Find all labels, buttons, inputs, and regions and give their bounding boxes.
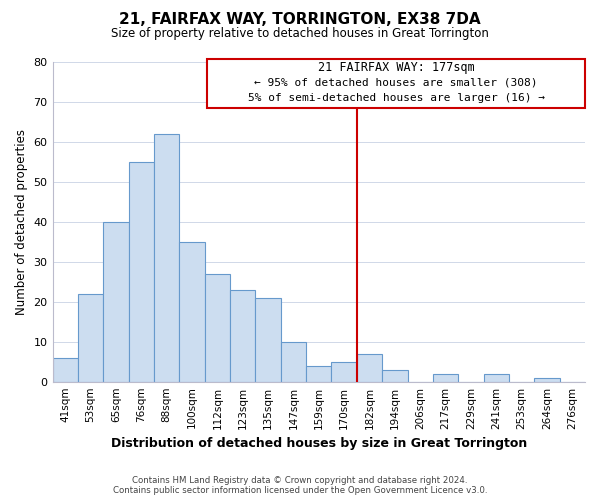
Text: Contains HM Land Registry data © Crown copyright and database right 2024.
Contai: Contains HM Land Registry data © Crown c… — [113, 476, 487, 495]
Bar — [205, 274, 230, 382]
Bar — [357, 354, 382, 382]
Y-axis label: Number of detached properties: Number of detached properties — [15, 128, 28, 314]
Bar — [128, 162, 154, 382]
Bar — [382, 370, 407, 382]
Bar — [306, 366, 331, 382]
Bar — [256, 298, 281, 382]
Text: Size of property relative to detached houses in Great Torrington: Size of property relative to detached ho… — [111, 28, 489, 40]
Text: ← 95% of detached houses are smaller (308): ← 95% of detached houses are smaller (30… — [254, 78, 538, 88]
Bar — [53, 358, 78, 382]
Bar — [484, 374, 509, 382]
Bar — [103, 222, 128, 382]
X-axis label: Distribution of detached houses by size in Great Torrington: Distribution of detached houses by size … — [110, 437, 527, 450]
Bar — [179, 242, 205, 382]
Bar — [331, 362, 357, 382]
Text: 21, FAIRFAX WAY, TORRINGTON, EX38 7DA: 21, FAIRFAX WAY, TORRINGTON, EX38 7DA — [119, 12, 481, 28]
Bar — [154, 134, 179, 382]
Bar — [207, 60, 585, 108]
Bar — [78, 294, 103, 382]
Bar — [433, 374, 458, 382]
Text: 5% of semi-detached houses are larger (16) →: 5% of semi-detached houses are larger (1… — [248, 92, 545, 102]
Text: 21 FAIRFAX WAY: 177sqm: 21 FAIRFAX WAY: 177sqm — [318, 61, 475, 74]
Bar — [281, 342, 306, 382]
Bar — [534, 378, 560, 382]
Bar — [230, 290, 256, 382]
